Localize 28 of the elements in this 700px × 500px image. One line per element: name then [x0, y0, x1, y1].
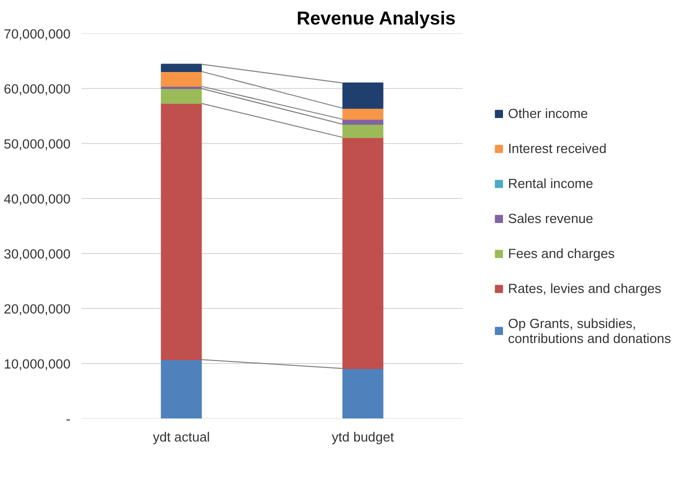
y-tick-label: 20,000,000	[4, 302, 71, 316]
y-tick-label: 70,000,000	[4, 26, 71, 42]
y-tick-label: 10,000,000	[4, 356, 71, 372]
bar	[160, 64, 202, 72]
bar	[342, 82, 384, 109]
legend-label: Interest received	[508, 140, 606, 156]
y-tick-label: 30,000,000	[4, 246, 71, 262]
x-tick-label: ydt actual	[152, 430, 210, 444]
bar	[160, 102, 202, 360]
bar	[342, 368, 384, 418]
bar	[342, 108, 384, 120]
bar	[160, 70, 202, 87]
legend-label: Rental income	[508, 176, 594, 190]
bar	[160, 359, 202, 418]
y-tick-label: 60,000,000	[4, 82, 71, 96]
bar	[160, 88, 202, 104]
chart-title: Revenue Analysis	[296, 8, 456, 28]
legend-label: Op Grants, subsidies, contributions and donations	[508, 316, 671, 346]
y-tick-label: 40,000,000	[4, 192, 71, 206]
y-tick-label: 50,000,000	[4, 136, 71, 152]
legend-label: Rates, levies and charges	[508, 280, 662, 296]
bar	[342, 124, 384, 138]
legend-label: Other income	[508, 106, 588, 120]
y-tick-label: -	[66, 412, 71, 426]
bar	[342, 136, 384, 369]
legend-label: Fees and charges	[508, 246, 615, 260]
x-tick-label: ytd budget	[332, 430, 394, 444]
legend-label: Sales revenue	[508, 210, 594, 226]
